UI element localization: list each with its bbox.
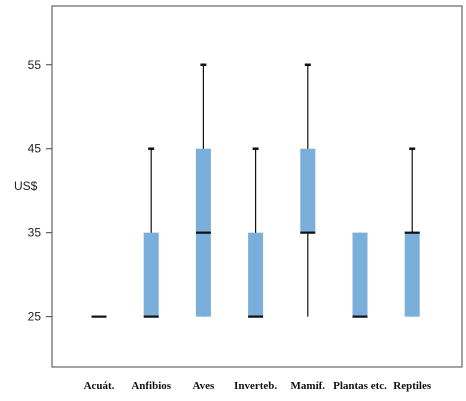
y-tick-label-2: 45: [28, 142, 42, 156]
plot-frame: [51, 5, 463, 368]
category-label-4: Mamíf.: [291, 380, 326, 392]
box-4: [300, 63, 316, 317]
category-label-2: Aves: [193, 380, 216, 392]
x-axis-labels: Acuát. Anfibios Aves Inverteb. Mamíf. Plantas…: [84, 380, 432, 392]
boxes-group: [91, 63, 420, 318]
y-tick-label-1: 35: [28, 226, 42, 240]
box-6: [404, 147, 420, 317]
box-5: [352, 232, 368, 318]
box-1: [143, 147, 159, 318]
box-rect-1: [143, 232, 159, 317]
box-3: [248, 147, 264, 318]
box-rect-5: [352, 232, 368, 317]
box-2: [195, 63, 211, 317]
y-tick-label-0: 25: [28, 310, 42, 324]
box-rect-4: [300, 148, 316, 233]
category-label-6: Reptiles: [393, 380, 432, 392]
box-rect-3: [248, 232, 264, 317]
category-label-0: Acuát.: [84, 380, 115, 392]
y-axis: 25 35 45 55: [28, 58, 52, 324]
category-label-5: Plantas etc.: [333, 380, 387, 392]
category-label-1: Anfibios: [131, 380, 171, 392]
y-tick-label-3: 55: [28, 58, 42, 72]
box-rect-6: [404, 232, 420, 317]
category-label-3: Inverteb.: [234, 380, 277, 392]
y-axis-title: US$: [14, 179, 38, 193]
